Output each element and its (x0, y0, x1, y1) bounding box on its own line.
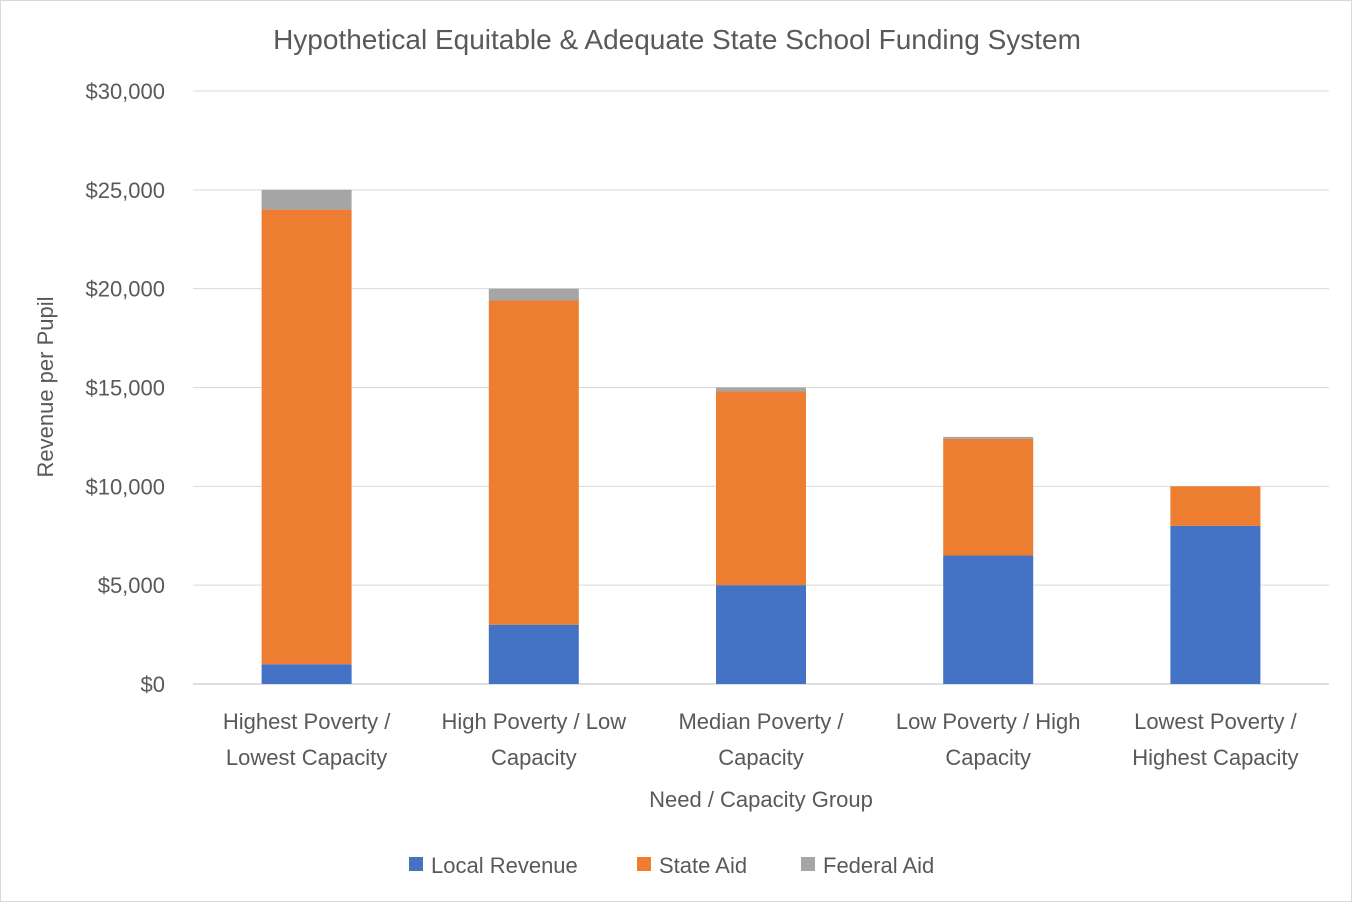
bars (261, 189, 1261, 684)
y-tick-label: $0 (141, 672, 165, 697)
x-tick-label: Lowest Capacity (226, 745, 387, 770)
y-axis-label: Revenue per Pupil (33, 296, 58, 477)
x-tick-label: Capacity (945, 745, 1031, 770)
x-tick-label: Lowest Poverty / (1134, 709, 1298, 734)
bar-local-revenue (716, 585, 806, 684)
bar-local-revenue (488, 624, 579, 684)
bar-state-aid (488, 300, 579, 625)
x-tick-label: Highest Capacity (1132, 745, 1298, 770)
bar-local-revenue (943, 555, 1034, 684)
legend-label: Federal Aid (823, 853, 934, 878)
x-tick-label: High Poverty / Low (441, 709, 626, 734)
x-tick-label: Highest Poverty / (223, 709, 391, 734)
y-tick-label: $20,000 (85, 277, 165, 302)
legend-label: Local Revenue (431, 853, 578, 878)
y-tick-label: $5,000 (98, 573, 165, 598)
y-tick-label: $15,000 (85, 376, 165, 401)
legend-swatch (637, 857, 651, 871)
bar-state-aid (261, 209, 352, 665)
bar-federal-aid (943, 436, 1034, 439)
bar-state-aid (943, 438, 1034, 556)
y-tick-label: $10,000 (85, 474, 165, 499)
x-tick-label: Low Poverty / High (896, 709, 1081, 734)
x-tick-label: Capacity (718, 745, 804, 770)
bar-federal-aid (261, 189, 352, 210)
y-tick-label: $30,000 (85, 79, 165, 104)
y-tick-labels: $0 $5,000 $10,000 $15,000 $20,000 $25,000 $30,… (85, 79, 165, 697)
legend-label: State Aid (659, 853, 747, 878)
bar-local-revenue (261, 664, 352, 684)
legend-swatch (409, 857, 423, 871)
x-tick-label: Capacity (491, 745, 577, 770)
legend: Local Revenue State Aid Federal Aid (409, 853, 934, 878)
bar-state-aid (716, 391, 806, 586)
chart-title: Hypothetical Equitable & Adequate State … (273, 24, 1081, 55)
bar-federal-aid (716, 387, 806, 392)
bar-federal-aid (488, 288, 579, 301)
legend-swatch (801, 857, 815, 871)
x-tick-label: Median Poverty / (678, 709, 844, 734)
x-axis-label: Need / Capacity Group (649, 787, 873, 812)
bar-local-revenue (1170, 525, 1261, 684)
x-tick-labels: Highest Poverty / Lowest Capacity High Pov… (223, 709, 1299, 770)
y-tick-label: $25,000 (85, 178, 165, 203)
bar-state-aid (1170, 486, 1261, 526)
